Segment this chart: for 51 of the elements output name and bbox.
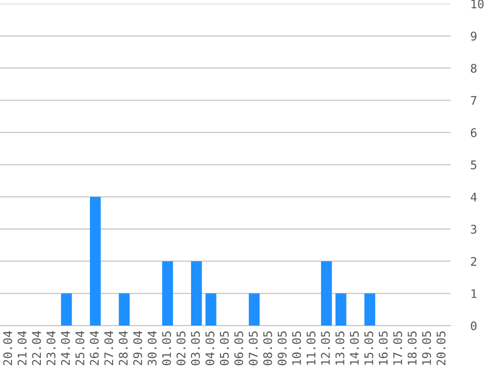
- bar: [248, 293, 260, 326]
- y-tick-label: 6: [470, 128, 476, 138]
- bar: [61, 293, 72, 326]
- x-tick-label: 14.05: [350, 331, 359, 365]
- x-tick-label: 02.05: [176, 331, 186, 366]
- x-tick-label: 27.04: [104, 331, 114, 366]
- x-tick-label: 12.05: [320, 331, 330, 365]
- x-tick-label: 25.04: [75, 331, 84, 366]
- x-tick-label: 15.05: [364, 331, 374, 365]
- x-tick-label: 22.04: [32, 331, 42, 366]
- x-tick-label: 17.05: [393, 331, 402, 365]
- x-tick-label: 24.04: [60, 331, 70, 366]
- y-tick-label: 9: [470, 32, 476, 41]
- x-tick-label: 10.05: [292, 331, 302, 365]
- bar: [118, 293, 130, 326]
- x-tick-label: 29.04: [133, 331, 142, 366]
- x-tick-label: 07.05: [248, 331, 258, 366]
- y-tick-label: 2: [471, 256, 476, 266]
- x-tick-label: 13.05: [335, 331, 344, 365]
- x-tick-label: 28.04: [118, 331, 128, 366]
- x-tick-label: 20.05: [436, 331, 446, 366]
- x-tick-label: 03.05: [190, 331, 200, 366]
- x-tick-label: 05.05: [220, 331, 229, 366]
- bar: [205, 293, 216, 326]
- x-tick-label: 23.04: [46, 331, 56, 366]
- y-tick-label: 4: [470, 192, 477, 202]
- y-tick-label: 5: [470, 160, 476, 170]
- y-tick-label: 3: [470, 224, 476, 234]
- y-tick-label: 1: [472, 289, 476, 298]
- x-tick-label: 16.05: [378, 331, 388, 365]
- x-tick-label: 20.04: [3, 331, 12, 366]
- x-tick-label: 09.05: [278, 331, 287, 366]
- bar: [162, 261, 173, 326]
- x-tick-label: 06.05: [234, 331, 244, 366]
- bar: [90, 196, 101, 326]
- y-tick-label: 7: [470, 96, 476, 105]
- bar: [335, 293, 346, 326]
- y-tick-label: 0: [470, 321, 476, 330]
- bar: [364, 293, 376, 326]
- x-tick-label: 21.04: [18, 331, 27, 366]
- bar: [321, 261, 332, 326]
- x-tick-label: 11.05: [306, 331, 316, 365]
- x-tick-label: 19.05: [422, 331, 432, 365]
- y-tick-label: 8: [470, 64, 476, 73]
- x-tick-label: 18.05: [408, 331, 417, 365]
- x-tick-label: 30.04: [148, 331, 157, 366]
- bar: [191, 261, 202, 326]
- x-tick-label: 01.05: [162, 331, 172, 366]
- x-tick-label: 04.05: [205, 331, 214, 366]
- x-tick-label: 08.05: [263, 331, 272, 366]
- x-tick-label: 26.04: [90, 331, 99, 366]
